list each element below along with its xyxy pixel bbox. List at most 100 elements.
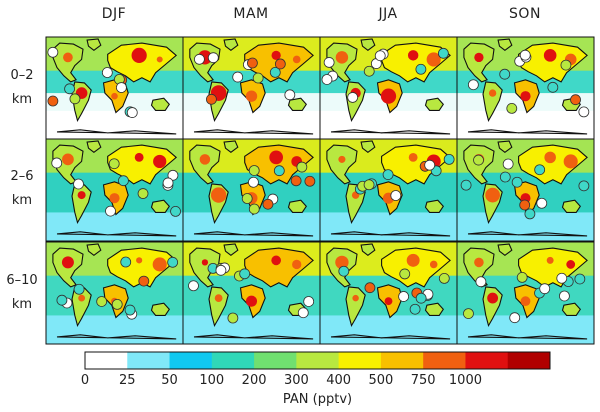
observation-marker	[167, 169, 179, 181]
observation-marker	[47, 95, 59, 107]
hotspot	[429, 260, 438, 269]
observation-marker	[248, 165, 260, 176]
hotspot	[245, 90, 258, 102]
continent-outline	[107, 144, 178, 185]
continent-outline	[287, 199, 307, 213]
hotspot	[335, 255, 349, 270]
colorbar-tick-label: 0	[81, 373, 89, 388]
observation-marker	[248, 203, 260, 215]
observation-marker	[578, 180, 590, 192]
hotspot	[136, 257, 143, 264]
continent-outline	[86, 38, 102, 51]
hotspot	[152, 257, 167, 272]
observation-marker	[108, 158, 120, 170]
altitude-range: 2–6	[10, 169, 34, 184]
observation-marker	[506, 102, 518, 114]
continent-outline	[330, 231, 451, 237]
observation-marker	[560, 59, 572, 71]
map-panel-r1-c0	[45, 138, 184, 242]
observation-marker	[247, 57, 258, 69]
observation-marker	[239, 268, 251, 280]
hotspot	[62, 153, 74, 166]
observation-marker	[415, 292, 427, 304]
hotspot	[543, 49, 557, 62]
observation-marker	[118, 175, 129, 187]
hotspot	[214, 294, 223, 302]
panel-border	[456, 241, 595, 345]
observation-marker	[570, 94, 581, 106]
altitude-label-2: 6–10 km	[0, 269, 44, 317]
hotspot	[487, 292, 499, 304]
continent-outline	[360, 38, 376, 51]
season-label-mam: MAM	[233, 6, 269, 22]
observation-marker	[284, 89, 296, 101]
season-label-son: SON	[509, 6, 541, 22]
colorbar-segment	[380, 352, 424, 369]
hotspot	[474, 257, 484, 268]
continent-outline	[497, 140, 513, 153]
observation-marker	[578, 106, 590, 118]
hotspot	[380, 88, 397, 104]
colorbar-tick-label: 400	[326, 373, 351, 388]
observation-marker	[273, 165, 285, 177]
observation-marker	[467, 79, 479, 91]
observation-marker	[274, 58, 286, 70]
altitude-range: 0–2	[10, 68, 34, 83]
continent-outline	[330, 129, 451, 135]
observation-marker	[232, 71, 244, 83]
observation-marker	[101, 67, 113, 78]
hotspot	[61, 256, 74, 269]
sh-band	[457, 110, 594, 139]
observation-marker	[138, 275, 150, 287]
sh-band	[320, 110, 457, 139]
observation-marker	[390, 190, 402, 201]
observation-marker	[303, 296, 315, 307]
season-label-djf: DJF	[101, 6, 127, 22]
observation-marker	[536, 197, 548, 209]
colorbar-segment	[127, 352, 171, 369]
continent-outline	[56, 334, 177, 340]
hotspot	[352, 294, 359, 302]
map-panel-r0-c2	[319, 36, 458, 140]
altitude-unit: km	[11, 297, 33, 312]
hotspot	[153, 154, 167, 169]
observation-marker	[347, 92, 359, 103]
continent-outline	[467, 334, 588, 340]
observation-marker	[338, 265, 350, 277]
continent-outline	[424, 199, 444, 213]
observation-marker	[524, 208, 536, 220]
observation-marker	[363, 179, 375, 191]
altitude-label-0: 0–2 km	[0, 64, 44, 112]
colorbar-segment	[423, 352, 466, 369]
hotspot	[78, 294, 86, 302]
sh-band	[46, 315, 183, 344]
panel-border	[456, 138, 595, 242]
continent-outline	[518, 42, 588, 83]
hotspot	[111, 92, 118, 100]
sh-band	[183, 212, 320, 241]
observation-marker	[443, 153, 455, 165]
continent-outline	[424, 97, 444, 111]
hotspot	[544, 151, 556, 164]
continent-outline	[467, 129, 588, 135]
map-panel-r0-c1	[182, 36, 321, 140]
continent-outline	[482, 81, 503, 123]
sh-band	[183, 315, 320, 344]
observation-marker	[574, 273, 586, 285]
observation-marker	[47, 46, 59, 58]
observation-marker	[290, 175, 302, 187]
observation-marker	[252, 72, 264, 84]
observation-marker	[559, 290, 570, 302]
observation-marker	[73, 178, 84, 190]
continent-outline	[345, 286, 366, 328]
observation-marker	[364, 282, 376, 294]
continent-outline	[56, 129, 177, 135]
observation-marker	[511, 176, 523, 188]
observation-marker	[534, 164, 546, 176]
hotspot	[269, 150, 284, 165]
observation-marker	[424, 159, 436, 171]
sh-band	[320, 315, 457, 344]
observation-marker	[539, 283, 551, 295]
hotspot	[245, 295, 258, 307]
continent-outline	[360, 140, 376, 153]
